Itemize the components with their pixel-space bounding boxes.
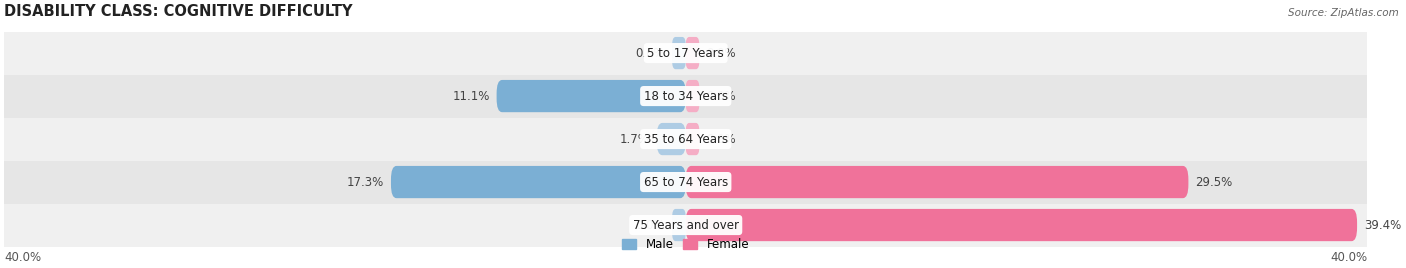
Text: 39.4%: 39.4%: [1364, 218, 1402, 232]
Text: 18 to 34 Years: 18 to 34 Years: [644, 90, 728, 103]
FancyBboxPatch shape: [672, 209, 686, 241]
Text: 0.0%: 0.0%: [636, 47, 665, 59]
Text: 0.0%: 0.0%: [706, 47, 735, 59]
Text: 40.0%: 40.0%: [1330, 251, 1367, 264]
FancyBboxPatch shape: [686, 166, 1188, 198]
FancyBboxPatch shape: [496, 80, 686, 112]
Text: 1.7%: 1.7%: [620, 133, 650, 146]
FancyBboxPatch shape: [686, 123, 699, 155]
Legend: Male, Female: Male, Female: [617, 234, 754, 256]
Text: DISABILITY CLASS: COGNITIVE DIFFICULTY: DISABILITY CLASS: COGNITIVE DIFFICULTY: [4, 4, 353, 19]
FancyBboxPatch shape: [391, 166, 686, 198]
Text: 0.0%: 0.0%: [706, 90, 735, 103]
FancyBboxPatch shape: [686, 37, 699, 69]
FancyBboxPatch shape: [672, 37, 686, 69]
Bar: [4, 118, 1367, 161]
Text: 65 to 74 Years: 65 to 74 Years: [644, 176, 728, 189]
FancyBboxPatch shape: [657, 123, 686, 155]
FancyBboxPatch shape: [686, 80, 699, 112]
Text: 0.0%: 0.0%: [636, 218, 665, 232]
Text: 5 to 17 Years: 5 to 17 Years: [647, 47, 724, 59]
Text: Source: ZipAtlas.com: Source: ZipAtlas.com: [1288, 8, 1399, 18]
Text: 29.5%: 29.5%: [1195, 176, 1233, 189]
Bar: [4, 75, 1367, 118]
Text: 17.3%: 17.3%: [347, 176, 384, 189]
Text: 35 to 64 Years: 35 to 64 Years: [644, 133, 728, 146]
FancyBboxPatch shape: [686, 209, 1357, 241]
Text: 40.0%: 40.0%: [4, 251, 41, 264]
Bar: [4, 161, 1367, 203]
Text: 0.0%: 0.0%: [706, 133, 735, 146]
Text: 75 Years and over: 75 Years and over: [633, 218, 738, 232]
Bar: [4, 203, 1367, 247]
Text: 11.1%: 11.1%: [453, 90, 489, 103]
Bar: [4, 32, 1367, 75]
